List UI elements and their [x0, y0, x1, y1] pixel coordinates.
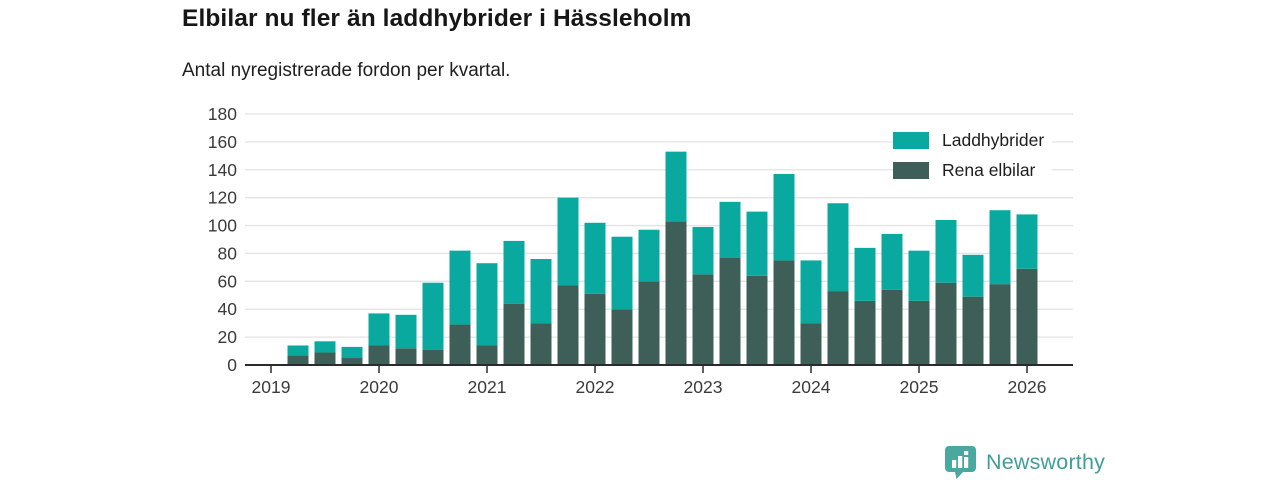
- newsworthy-logo-text: Newsworthy: [986, 449, 1106, 474]
- svg-text:180: 180: [208, 104, 237, 124]
- svg-text:0: 0: [227, 355, 237, 375]
- svg-text:100: 100: [208, 216, 237, 236]
- svg-text:2020: 2020: [360, 377, 399, 397]
- svg-text:40: 40: [218, 299, 238, 319]
- stacked-bar-chart: 0 20 40 60 80 100 120 140 160 180 2019 2020 2021 2022…: [208, 104, 1073, 397]
- chart-title: Elbilar nu fler än laddhybrider i Hässle…: [182, 5, 692, 32]
- svg-text:2022: 2022: [576, 377, 615, 397]
- legend-item-rena-elbilar: Rena elbilar: [893, 160, 1053, 181]
- svg-text:80: 80: [218, 243, 238, 263]
- svg-text:120: 120: [208, 188, 237, 208]
- svg-text:2019: 2019: [252, 377, 291, 397]
- svg-text:2021: 2021: [468, 377, 507, 397]
- legend-item-laddhybrider: Laddhybrider: [893, 130, 1053, 151]
- bar-chart-pin-badge-icon: [945, 446, 976, 479]
- chart-legend: Laddhybrider Rena elbilar: [893, 130, 1053, 190]
- svg-text:2023: 2023: [684, 377, 723, 397]
- svg-text:2026: 2026: [1008, 377, 1047, 397]
- legend-swatch-rena-elbilar: [893, 162, 929, 179]
- svg-text:160: 160: [208, 132, 237, 152]
- legend-label: Rena elbilar: [942, 160, 1036, 180]
- svg-text:2025: 2025: [900, 377, 939, 397]
- svg-text:60: 60: [218, 271, 238, 291]
- legend-swatch-laddhybrider: [893, 132, 929, 149]
- newsworthy-branding: Newsworthy: [944, 445, 1105, 479]
- svg-text:2024: 2024: [792, 377, 831, 397]
- chart-subtitle: Antal nyregistrerade fordon per kvartal.: [182, 60, 511, 81]
- legend-label: Laddhybrider: [942, 130, 1045, 150]
- svg-text:140: 140: [208, 160, 237, 180]
- svg-text:20: 20: [218, 327, 238, 347]
